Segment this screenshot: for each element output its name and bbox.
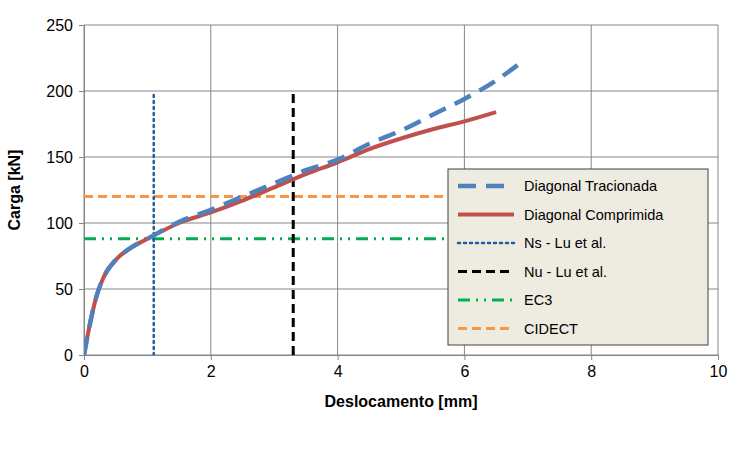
legend-label: CIDECT [524, 321, 578, 337]
tick-mark [79, 91, 84, 92]
tick: 0 [64, 347, 84, 364]
tick-mark [718, 355, 719, 360]
tick-mark [211, 355, 212, 360]
legend-box [448, 169, 708, 345]
tick-label: 0 [64, 347, 73, 364]
legend-label: Diagonal Comprimida [524, 207, 664, 223]
tick-mark [79, 289, 84, 290]
tick-mark [79, 223, 84, 224]
tick: 200 [46, 83, 84, 100]
tick: 250 [46, 17, 84, 34]
series-line [292, 91, 295, 355]
legend-swatch [458, 327, 514, 330]
plot: 0246810050100150200250 [46, 17, 727, 381]
grid [84, 25, 718, 355]
tick-mark [338, 355, 339, 360]
legend: Diagonal Tracionada Diagonal Comprimida Ns… [448, 169, 708, 345]
tick: 8 [587, 355, 596, 380]
legend-swatch [458, 270, 514, 273]
tick: 150 [46, 149, 84, 166]
tick-label: 200 [46, 83, 73, 100]
tick: 6 [460, 355, 469, 380]
tick-mark [464, 355, 465, 360]
legend-swatch [458, 213, 514, 217]
tick-label: 4 [334, 363, 343, 380]
tick-mark [79, 25, 84, 26]
series-line [152, 91, 155, 355]
axis-line [79, 26, 85, 356]
tick-label: 250 [46, 17, 73, 34]
tick-label: 0 [80, 363, 89, 380]
grid-line-x [718, 25, 719, 355]
grid-line-y [84, 157, 718, 158]
tick: 0 [80, 355, 89, 380]
tick: 50 [55, 281, 84, 298]
tick-label: 10 [710, 363, 728, 380]
legend-label: Ns - Lu et al. [524, 235, 606, 251]
tick-label: 150 [46, 149, 73, 166]
legend-swatch [458, 242, 514, 245]
chart: 0246810050100150200250Deslocamento [mm]C… [0, 0, 754, 454]
series-line [84, 237, 445, 240]
tick: 10 [710, 355, 728, 380]
tick-label: 2 [207, 363, 216, 380]
axis-line [85, 356, 719, 361]
legend-label: Diagonal Tracionada [524, 178, 658, 194]
grid-line-y [84, 91, 718, 92]
grid-line-x [210, 25, 211, 355]
series-line [84, 195, 445, 198]
tick-mark [79, 157, 84, 158]
y-axis-title: Carga [kN] [6, 150, 23, 231]
tick: 2 [207, 355, 216, 380]
grid-line-x [337, 25, 338, 355]
legend-label: EC3 [524, 292, 552, 308]
tick-label: 6 [460, 363, 469, 380]
tick-label: 8 [587, 363, 596, 380]
x-axis: 0 2 4 6 8 10 [80, 355, 727, 380]
tick: 100 [46, 215, 84, 232]
x-axis-title: Deslocamento [mm] [325, 393, 478, 410]
legend-swatch [458, 299, 514, 302]
tick-label: 50 [55, 281, 73, 298]
tick-mark [79, 355, 84, 356]
legend-label: Nu - Lu et al. [524, 264, 607, 280]
y-axis: 0 50 100 150 200 250 [46, 17, 84, 364]
tick-mark [591, 355, 592, 360]
series-line [84, 112, 496, 355]
legend-swatch [458, 184, 514, 189]
grid-line-y [84, 25, 718, 26]
tick-label: 100 [46, 215, 73, 232]
tick: 4 [334, 355, 343, 380]
